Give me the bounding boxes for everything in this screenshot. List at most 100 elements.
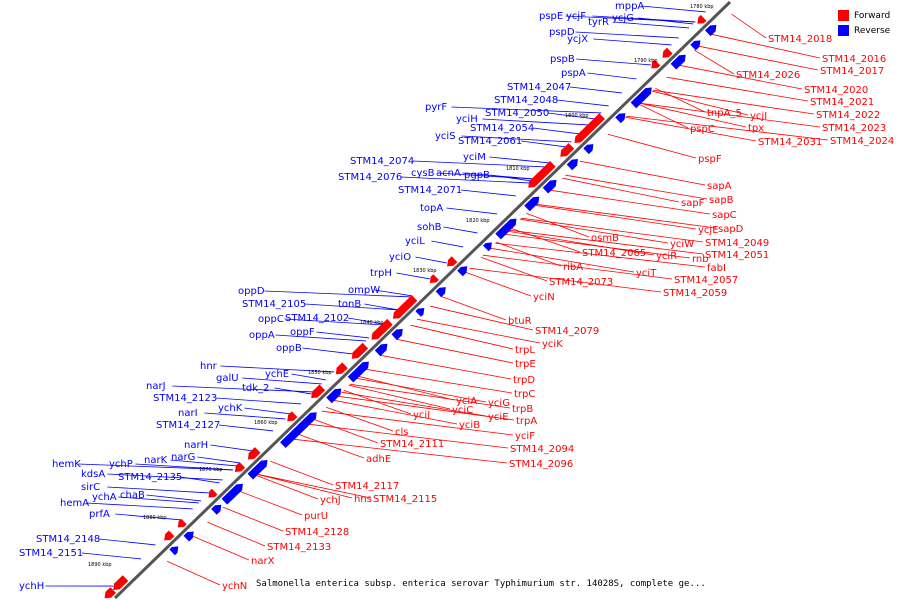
gene-label-ycic[interactable]: yciC: [452, 405, 473, 416]
forward-gene-arrow[interactable]: [662, 47, 673, 58]
gene-label-ychj[interactable]: ychJ: [320, 495, 341, 506]
gene-label-hemk[interactable]: hemK: [52, 459, 81, 470]
gene-label-cls[interactable]: cls: [395, 427, 409, 438]
gene-label-pspe[interactable]: pspE: [539, 11, 563, 22]
gene-label-trpe[interactable]: trpE: [515, 359, 536, 370]
gene-label-fabi[interactable]: fabI: [707, 263, 726, 274]
gene-label-yciw[interactable]: yciW: [670, 239, 694, 250]
reverse-gene-arrow[interactable]: [183, 531, 194, 542]
reverse-gene-arrow[interactable]: [630, 87, 652, 109]
forward-gene-arrow[interactable]: [177, 518, 187, 528]
forward-gene-arrow[interactable]: [371, 318, 393, 340]
gene-label-ycim[interactable]: yciM: [463, 152, 486, 163]
gene-label-sapa[interactable]: sapA: [707, 181, 732, 192]
gene-label-stm14-2047[interactable]: STM14_2047: [507, 82, 571, 93]
reverse-gene-arrow[interactable]: [670, 54, 686, 70]
gene-label-stm14-2024[interactable]: STM14_2024: [830, 136, 894, 147]
gene-label-kdsa[interactable]: kdsA: [81, 469, 105, 480]
reverse-gene-arrow[interactable]: [221, 483, 243, 505]
gene-label-sohb[interactable]: sohB: [417, 222, 442, 233]
reverse-gene-arrow[interactable]: [566, 159, 578, 171]
gene-label-sirc[interactable]: sirC: [81, 482, 100, 493]
reverse-gene-arrow[interactable]: [211, 504, 222, 515]
gene-label-riba[interactable]: ribA: [563, 262, 583, 273]
gene-label-pyrf[interactable]: pyrF: [425, 102, 447, 113]
gene-label-stm14-2048[interactable]: STM14_2048: [494, 95, 558, 106]
gene-label-ycjf[interactable]: ycjF: [566, 11, 586, 22]
reverse-gene-arrow[interactable]: [280, 412, 317, 448]
gene-label-chab[interactable]: chaB: [120, 490, 145, 501]
forward-gene-arrow[interactable]: [697, 15, 707, 24]
gene-label-pgpb[interactable]: pgpB: [464, 170, 490, 181]
gene-label-narh[interactable]: narH: [184, 440, 208, 451]
gene-label-oppb[interactable]: oppB: [276, 343, 302, 354]
gene-label-tdk-2[interactable]: tdk_2: [242, 383, 269, 394]
forward-gene-arrow[interactable]: [164, 530, 175, 541]
legend-reverse[interactable]: Reverse: [838, 23, 890, 38]
gene-label-ycig[interactable]: yciG: [488, 398, 510, 409]
gene-label-stm14-2111[interactable]: STM14_2111: [380, 439, 444, 450]
gene-label-rnb[interactable]: rnb: [692, 254, 709, 265]
reverse-gene-arrow[interactable]: [615, 113, 626, 124]
forward-gene-arrow[interactable]: [247, 447, 261, 460]
gene-label-stm14-2061[interactable]: STM14_2061: [458, 136, 522, 147]
gene-label-pspa[interactable]: pspA: [561, 68, 586, 79]
gene-label-ycha[interactable]: ychA: [92, 492, 117, 503]
gene-label-topa[interactable]: topA: [420, 203, 443, 214]
gene-label-ycje[interactable]: ycjE: [698, 225, 719, 236]
gene-label-hnr[interactable]: hnr: [200, 361, 218, 372]
forward-gene-arrow[interactable]: [447, 256, 458, 267]
gene-label-stm14-2076[interactable]: STM14_2076: [338, 172, 402, 183]
gene-label-narx[interactable]: narX: [251, 556, 275, 567]
gene-label-stm14-2135[interactable]: STM14_2135: [118, 472, 182, 483]
reverse-gene-arrow[interactable]: [583, 144, 594, 155]
reverse-gene-arrow[interactable]: [457, 266, 468, 277]
gene-label-ycik[interactable]: yciK: [542, 339, 563, 350]
gene-label-trph[interactable]: trpH: [370, 268, 392, 279]
gene-label-stm14-2016[interactable]: STM14_2016: [822, 54, 886, 65]
forward-gene-arrow[interactable]: [335, 362, 348, 375]
gene-label-stm14-2115[interactable]: STM14_2115: [373, 494, 437, 505]
forward-gene-arrow[interactable]: [235, 462, 246, 472]
gene-label-sapc[interactable]: sapC: [712, 210, 737, 221]
gene-label-stm14-2022[interactable]: STM14_2022: [816, 110, 880, 121]
gene-label-hns[interactable]: hns: [354, 494, 372, 505]
gene-label-pspf[interactable]: pspF: [698, 154, 722, 165]
gene-label-stm14-2050[interactable]: STM14_2050: [485, 108, 549, 119]
reverse-gene-arrow[interactable]: [435, 287, 446, 298]
gene-label-stm14-2151[interactable]: STM14_2151: [19, 548, 83, 559]
forward-gene-arrow[interactable]: [393, 295, 418, 319]
gene-label-pspb[interactable]: pspB: [550, 54, 575, 65]
gene-label-narg[interactable]: narG: [171, 452, 195, 463]
gene-label-adhe[interactable]: adhE: [366, 454, 391, 465]
gene-label-stm14-2133[interactable]: STM14_2133: [267, 542, 331, 553]
gene-label-ycit[interactable]: yciT: [636, 268, 657, 279]
gene-label-ycjg[interactable]: ycjG: [612, 13, 634, 24]
gene-label-stm14-2074[interactable]: STM14_2074: [350, 156, 414, 167]
reverse-gene-arrow[interactable]: [169, 546, 179, 556]
gene-label-stm14-2020[interactable]: STM14_2020: [804, 85, 868, 96]
gene-label-trpa[interactable]: trpA: [516, 416, 537, 427]
forward-gene-arrow[interactable]: [560, 143, 575, 157]
gene-label-ycih[interactable]: yciH: [456, 114, 478, 125]
gene-label-stm14-2018[interactable]: STM14_2018: [768, 34, 832, 45]
gene-label-ompw[interactable]: ompW: [348, 285, 380, 296]
forward-gene-arrow[interactable]: [651, 59, 661, 69]
gene-label-ycis[interactable]: yciS: [435, 131, 456, 142]
gene-label-ychk[interactable]: ychK: [218, 403, 243, 414]
gene-label-prfa[interactable]: prfA: [89, 509, 110, 520]
forward-gene-arrow[interactable]: [429, 274, 439, 284]
gene-label-stm14-2123[interactable]: STM14_2123: [153, 393, 217, 404]
gene-label-ycib[interactable]: yciB: [459, 420, 480, 431]
gene-label-oppc[interactable]: oppC: [258, 314, 284, 325]
reverse-gene-arrow[interactable]: [542, 179, 557, 194]
gene-label-acna[interactable]: acnA: [436, 168, 461, 179]
gene-label-ycil[interactable]: yciL: [405, 236, 425, 247]
reverse-gene-arrow[interactable]: [374, 343, 388, 357]
gene-label-oppa[interactable]: oppA: [249, 330, 275, 341]
gene-label-mppa[interactable]: mppA: [615, 1, 644, 12]
gene-label-stm14-2017[interactable]: STM14_2017: [820, 66, 884, 77]
gene-label-stm14-2059[interactable]: STM14_2059: [663, 288, 727, 299]
gene-label-trpl[interactable]: trpL: [515, 345, 535, 356]
